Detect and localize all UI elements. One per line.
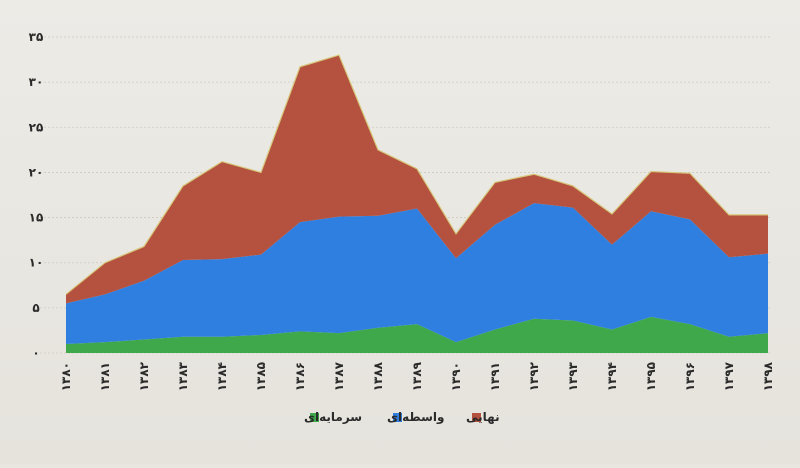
- area-series: [65, 54, 768, 353]
- x-tick-label: ۱۳۸۰: [59, 362, 73, 391]
- legend-label: واسطه‌ای: [387, 410, 444, 425]
- x-tick-label: ۱۳۸۴: [215, 362, 229, 391]
- legend-label: نهایی: [466, 410, 500, 424]
- x-tick-label: ۱۳۹۳: [566, 361, 580, 391]
- y-tick-label: ۲۰: [29, 165, 44, 179]
- legend-swatch: [393, 413, 402, 422]
- y-tick-label: ۲۵: [29, 120, 44, 134]
- area-series-0: [66, 316, 768, 353]
- x-tick-label: ۱۳۸۶: [293, 362, 307, 391]
- x-tick-label: ۱۳۹۱: [488, 362, 502, 391]
- x-tick-label: ۱۳۸۱: [98, 362, 112, 391]
- y-axis: ۰ ۵ ۱۰ ۱۵ ۲۰ ۲۵ ۳۰ ۳۵: [29, 30, 44, 360]
- x-axis: ۱۳۸۰ ۱۳۸۱ ۱۳۸۲ ۱۳۸۳ ۱۳۸۴ ۱۳۸۵ ۱۳۸۶ ۱۳۸۷ ۱۳۸۸ ۱۳۸۹…: [59, 361, 775, 391]
- x-tick-label: ۱۳۹۸: [761, 361, 775, 391]
- legend: نهایی واسطه‌ای سرمایه‌ای: [304, 410, 500, 425]
- x-tick-label: ۱۳۸۳: [176, 361, 190, 391]
- y-tick-label: ۵: [32, 301, 39, 315]
- area-series-1: [66, 203, 768, 344]
- legend-label: سرمایه‌ای: [304, 410, 362, 424]
- x-tick-label: ۱۳۸۸: [371, 361, 385, 391]
- x-tick-label: ۱۳۸۹: [410, 361, 424, 391]
- y-tick-label: ۰: [32, 346, 39, 360]
- x-tick-label: ۱۳۸۲: [137, 361, 151, 391]
- y-tick-label: ۱۰: [29, 256, 44, 270]
- x-tick-label: ۱۳۸۷: [332, 361, 346, 391]
- y-tick-label: ۳۵: [29, 30, 44, 44]
- x-tick-label: ۱۳۹۶: [683, 362, 697, 391]
- x-tick-label: ۱۳۹۷: [722, 361, 736, 391]
- x-tick-label: ۱۳۸۵: [254, 362, 268, 391]
- x-tick-label: ۱۳۹۴: [605, 362, 619, 391]
- x-tick-label: ۱۳۹۲: [527, 361, 541, 391]
- area-series-2: [66, 55, 768, 304]
- x-tick-label: ۱۳۹۵: [644, 362, 658, 391]
- x-tick-label: ۱۳۹۰: [449, 362, 463, 391]
- area-top-edge: [65, 54, 768, 295]
- legend-swatch: [472, 413, 481, 422]
- y-tick-label: ۱۵: [29, 211, 44, 225]
- y-tick-label: ۳۰: [29, 75, 44, 89]
- legend-swatch: [310, 413, 319, 422]
